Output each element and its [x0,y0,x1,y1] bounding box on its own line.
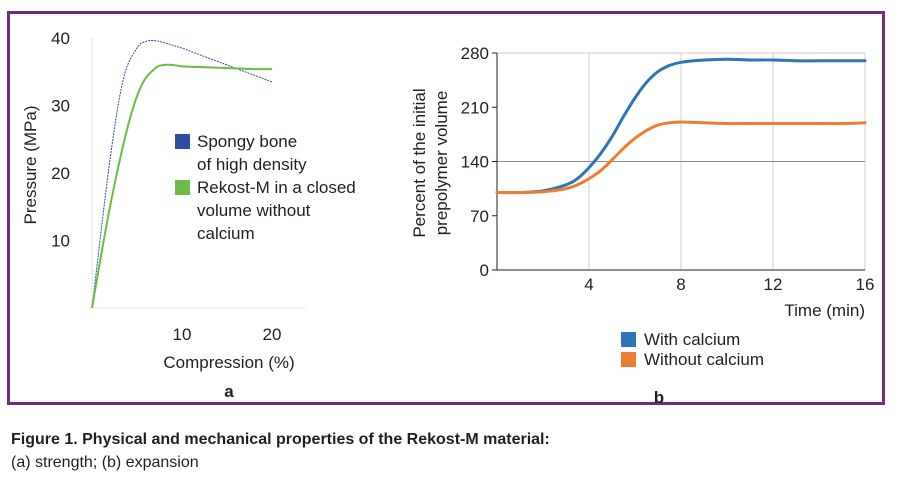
chart-a-xlabel: Compression (%) [163,353,294,372]
chart-a-ylabel: Pressure (MPa) [21,105,40,224]
caption-text: (a) strength; (b) expansion [11,454,199,471]
chart-b-legend-swatch [621,332,636,347]
chart-a-legend-label: volume without [197,201,311,220]
chart-a-ytick-label: 10 [51,232,70,251]
panel-label-b: b [654,388,664,407]
chart-b-legend-label: With calcium [644,330,740,349]
chart-a-ytick-label: 30 [51,97,70,116]
chart-a-series-line-1 [91,39,273,309]
chart-a-legend-swatch [175,180,190,195]
chart-b-series-line-1 [495,57,867,195]
chart-b-ytick-label: 210 [461,98,489,117]
chart-b-xtick-label: 12 [764,275,783,294]
chart-b-ytick-label: 140 [461,153,489,172]
chart-b-series-line-2 [495,120,867,195]
chart-a-xtick-label: 10 [173,325,192,344]
chart-b-xtick-label: 4 [584,275,593,294]
figure-frame [7,11,885,405]
figure-caption: Figure 1. Physical and mechanical proper… [11,428,891,474]
chart-a-legend-swatch [175,134,190,149]
chart-a-series-line-2 [91,63,273,309]
chart-b-xtick-label: 16 [856,275,875,294]
chart-b-legend-label: Without calcium [644,350,764,369]
chart-b-legend-swatch [621,352,636,367]
chart-a-ytick-label: 20 [51,164,70,183]
chart-strength: 10 20 30 40 10 20 Pressure (MPa) Compression… [21,29,356,401]
caption-title: Figure 1. Physical and mechanical proper… [11,431,550,448]
chart-a-legend-label: calcium [197,224,255,243]
chart-b-ylabel-line1: Percent of the initial [410,88,429,237]
chart-b-ylabel-line2: prepolymer volume [432,91,451,236]
chart-expansion: 0 70 140 210 280 4 8 12 16 Percent of the initi… [410,44,875,407]
chart-b-xlabel: Time (min) [784,301,865,320]
chart-b-ytick-label: 280 [461,44,489,63]
chart-a-axis-frame [91,38,305,309]
chart-a-legend-label: Rekost-M in a closed [197,178,356,197]
chart-a-legend-label: Spongy bone [197,132,297,151]
chart-b-xtick-label: 8 [676,275,685,294]
chart-a-ytick-label: 40 [51,29,70,48]
panel-label-a: a [224,382,234,401]
chart-a-xtick-label: 20 [263,325,282,344]
chart-b-ytick-label: 70 [470,207,489,226]
chart-b-ytick-label: 0 [480,261,489,280]
chart-a-legend-label: of high density [197,155,307,174]
